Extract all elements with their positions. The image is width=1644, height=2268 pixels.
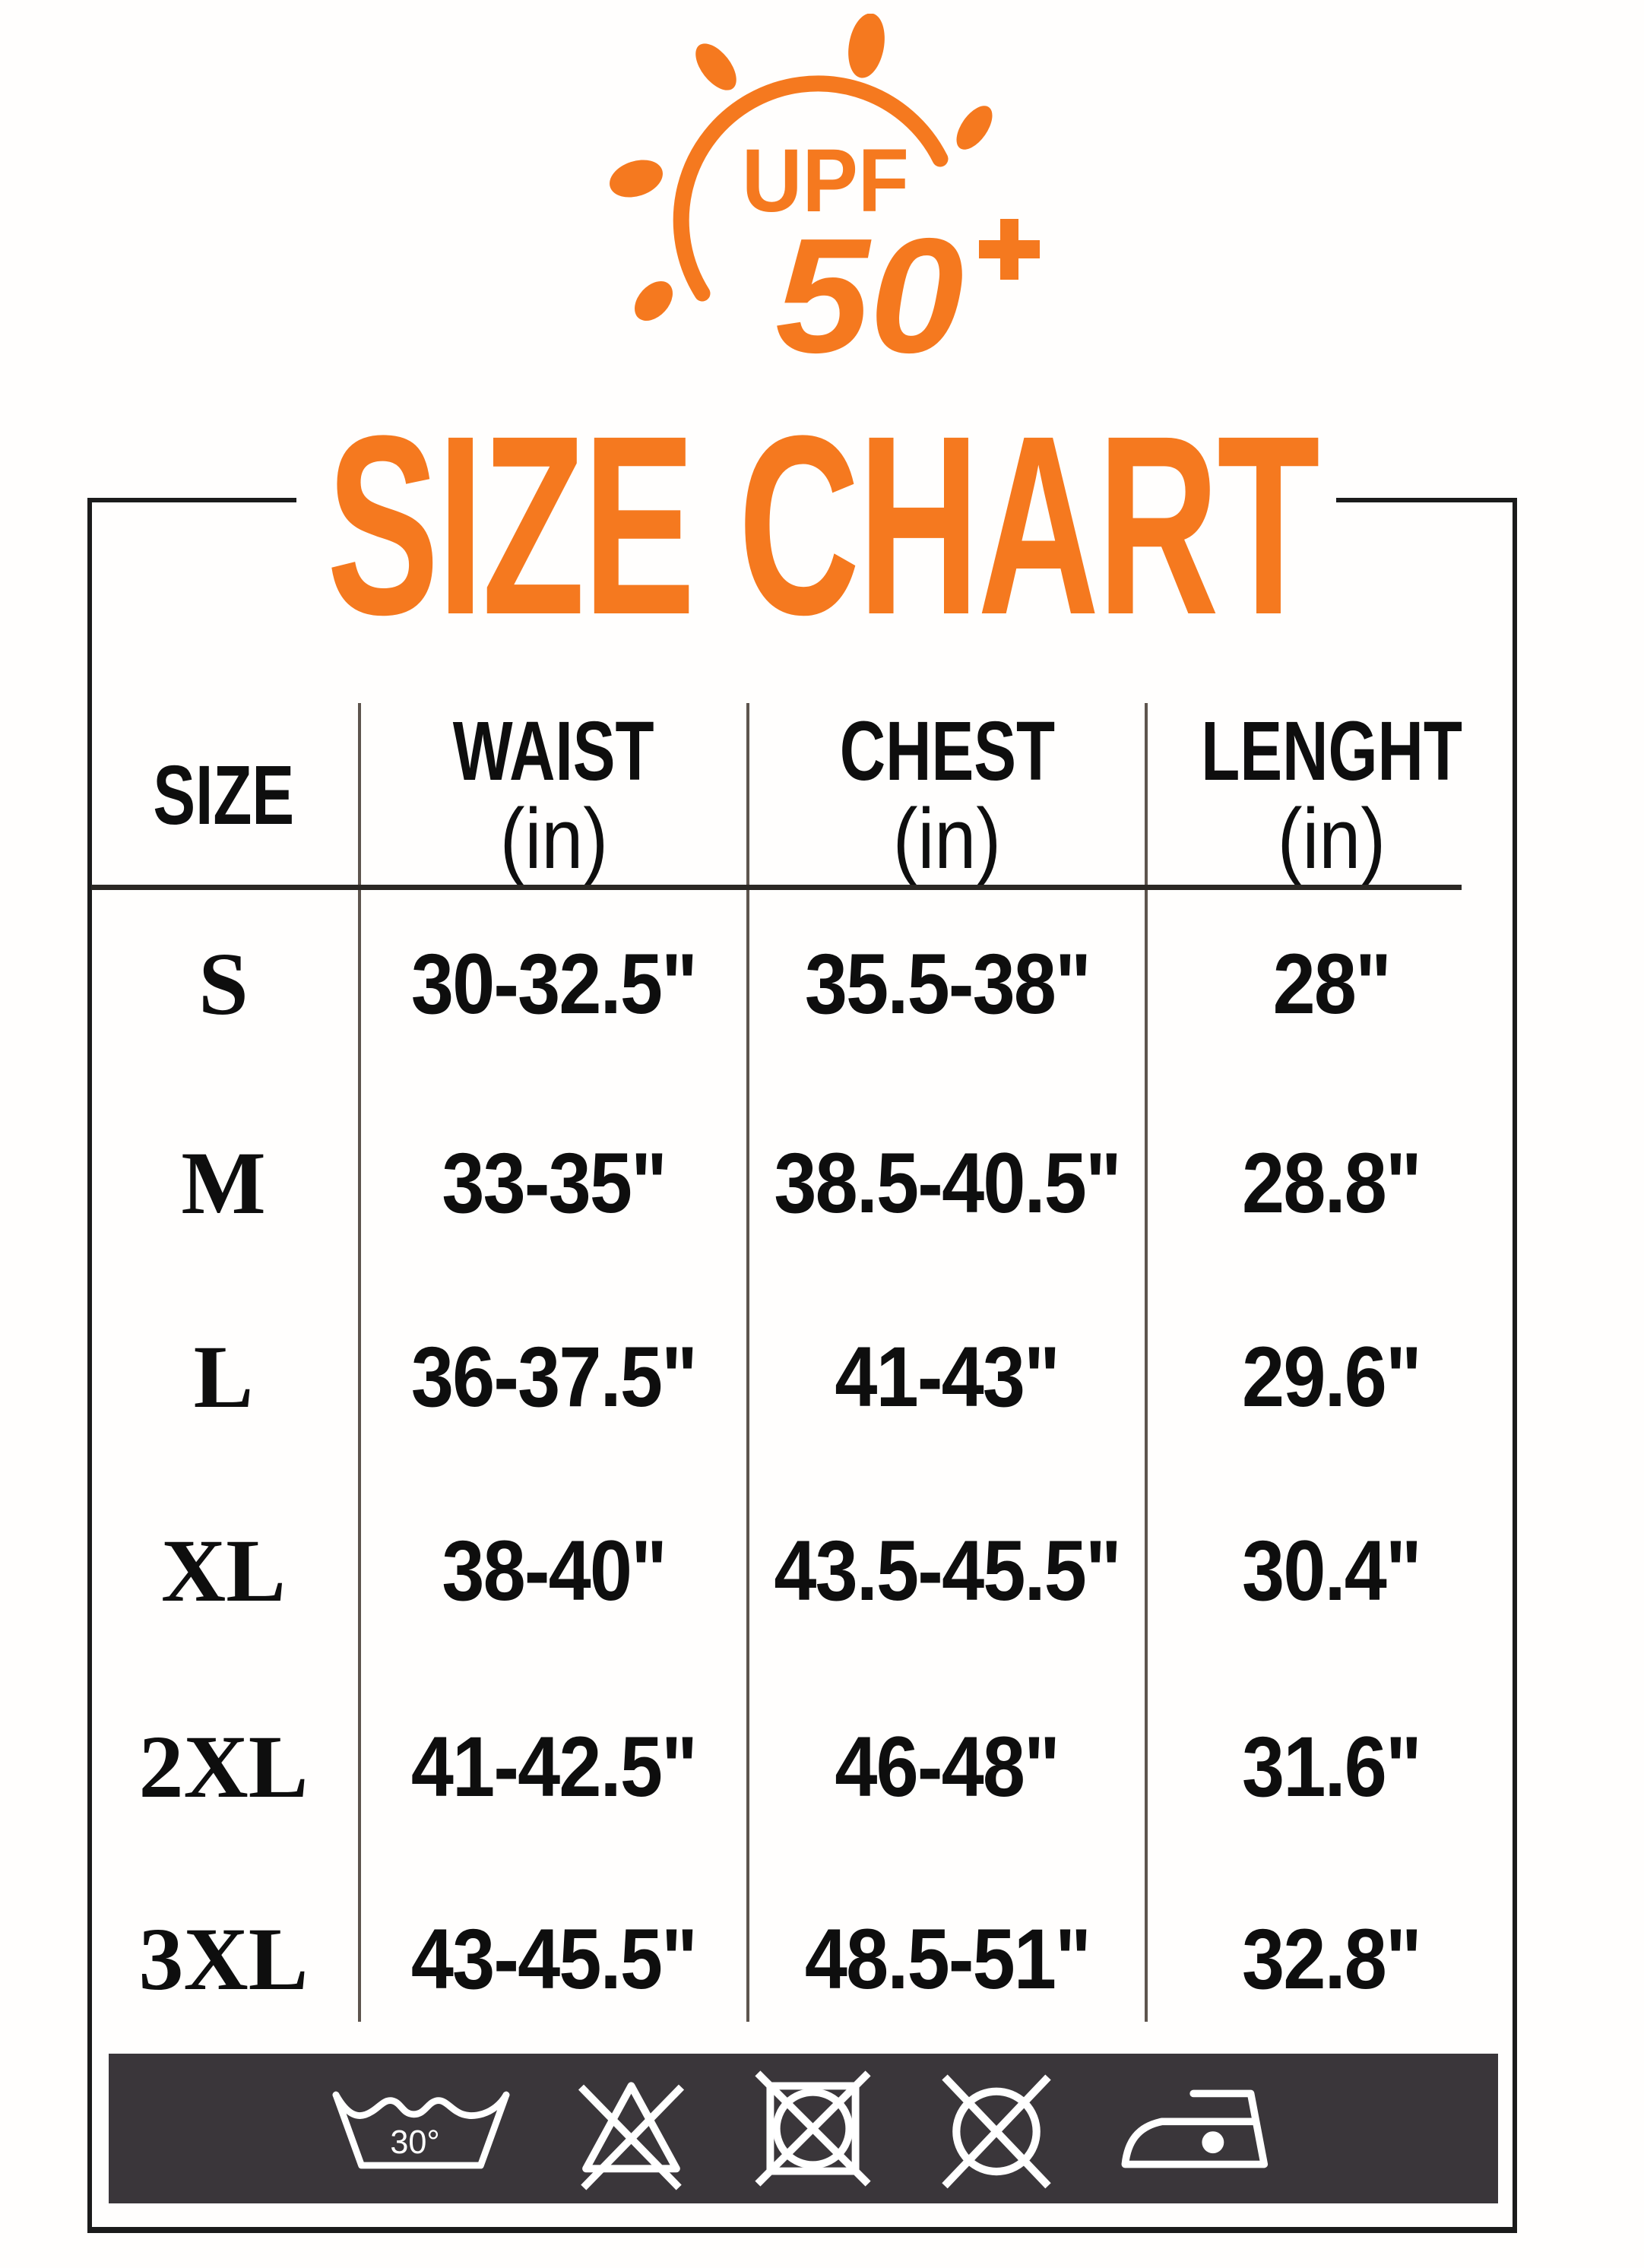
frame-border-bottom [87,2227,1517,2233]
care-instructions-bar: 30° [109,2054,1498,2203]
do-not-dry-clean-icon [942,2073,1051,2188]
upf-50-number: 50 [775,204,964,371]
chest-value: 48.5-51" [804,1912,1091,2007]
title-rule-right [1336,498,1517,502]
do-not-bleach-icon [578,2082,685,2190]
page-title: SIZE CHART [326,383,1319,668]
waist-value: 30-32.5" [410,936,698,1031]
length-value: 28.8" [1242,1136,1423,1231]
do-not-tumble-dry-icon [755,2070,871,2187]
table-row: S 30-32.5" 35.5-38" 28" [87,918,1517,1050]
plus-icon [979,219,1040,280]
iron-low-dot [1202,2130,1224,2153]
column-divider [1145,703,1148,2022]
header-length: LENGHT (in) [1201,704,1462,886]
table-row: 2XL 41-42.5" 46-48" 31.6" [87,1701,1517,1833]
sun-ray-icon [635,280,673,322]
chest-value: 35.5-38" [804,936,1091,1031]
length-value: 31.6" [1242,1719,1423,1814]
waist-value: 36-37.5" [410,1329,698,1424]
sun-arc [673,75,949,302]
length-value: 29.6" [1242,1329,1423,1424]
chest-value: 38.5-40.5" [774,1136,1122,1231]
sun-ray-icon [695,43,736,90]
table-row: M 33-35" 38.5-40.5" 28.8" [87,1117,1517,1250]
iron-low-heat-icon [1121,2089,1269,2168]
size-label: XL [161,1521,286,1620]
title-rule-left [87,498,296,502]
chest-value: 43.5-45.5" [774,1523,1122,1618]
waist-value: 43-45.5" [410,1912,698,2007]
waist-value: 38-40" [442,1523,667,1618]
length-value: 28" [1272,936,1392,1031]
header-waist: WAIST (in) [453,704,654,886]
sun-ray-icon [848,14,885,78]
size-label: S [198,934,249,1034]
size-label: 3XL [138,1909,309,2009]
size-label: M [181,1133,266,1233]
column-divider [746,703,749,2022]
header-chest: CHEST (in) [839,704,1055,886]
table-header-row: SIZE WAIST (in) CHEST (in) LENGHT (in) [87,703,1517,888]
machine-wash-30-icon: 30° [332,2091,510,2168]
length-value: 32.8" [1242,1912,1423,2007]
frame-border-left [87,498,92,2232]
table-row: L 36-37.5" 41-43" 29.6" [87,1311,1517,1443]
size-label: L [193,1327,254,1427]
sun-ray-icon [610,160,663,198]
column-divider [358,703,361,2022]
upf-label: UPF [742,131,909,231]
table-row: 3XL 43-45.5" 48.5-51" 32.8" [87,1893,1517,2026]
header-size: SIZE [153,748,294,842]
chest-value: 46-48" [835,1719,1061,1814]
length-value: 30.4" [1242,1523,1423,1618]
upf-50-sun-badge: UPF 50 [610,14,1040,371]
frame-border-right [1513,498,1517,2232]
table-row: XL 38-40" 43.5-45.5" 30.4" [87,1505,1517,1637]
waist-value: 41-42.5" [410,1719,698,1814]
waist-value: 33-35" [442,1136,667,1231]
chest-value: 41-43" [835,1329,1061,1424]
size-label: 2XL [138,1717,309,1817]
sun-ray-icon [956,106,993,150]
wash-temperature-label: 30° [390,2124,439,2161]
header-separator [91,885,1462,890]
